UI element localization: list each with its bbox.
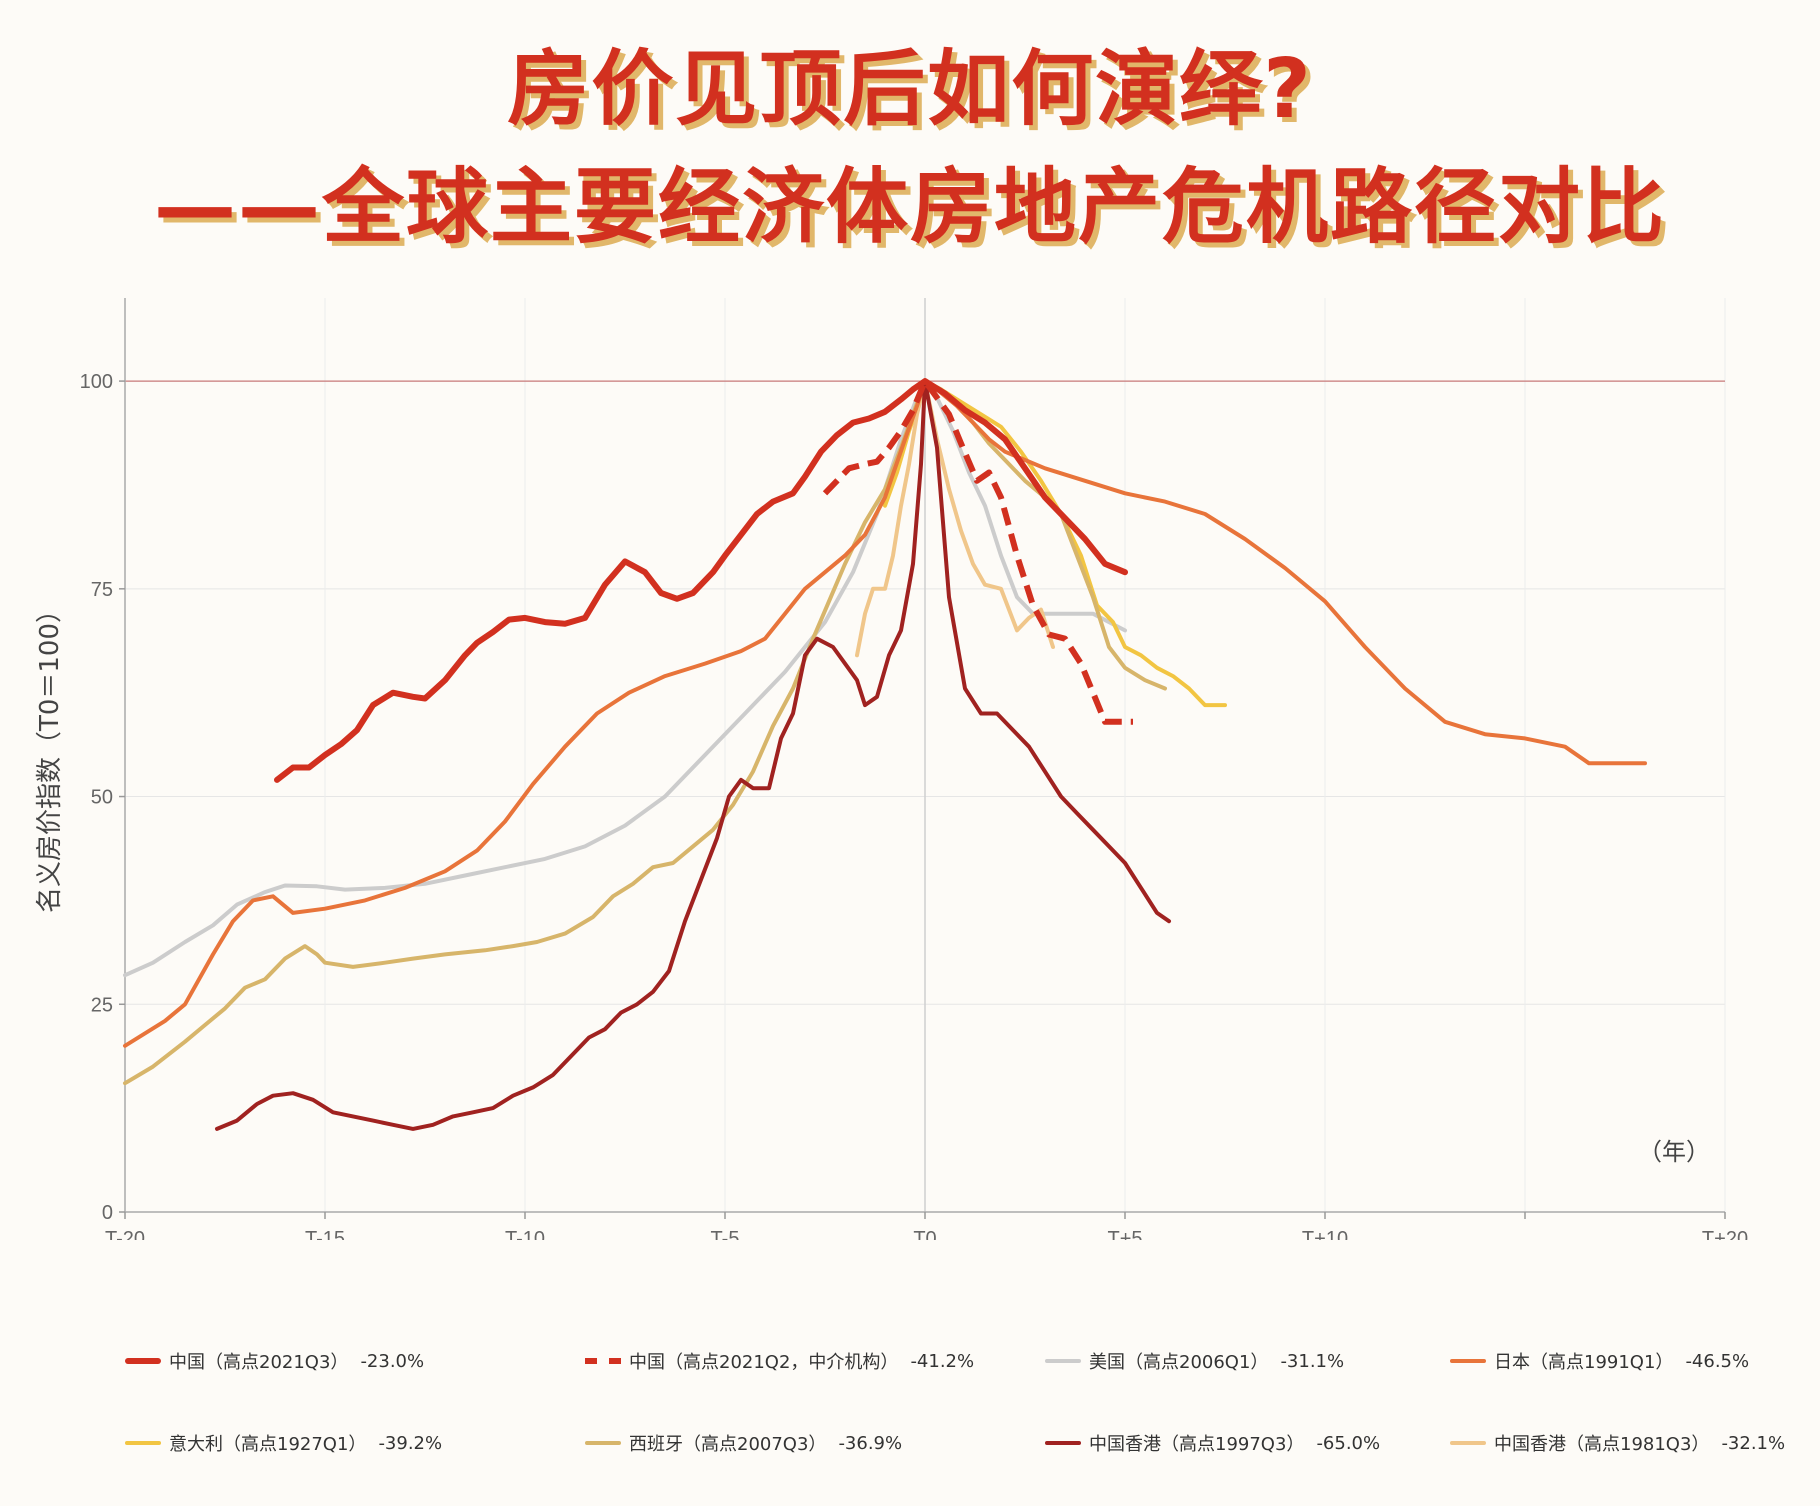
page-title: 房价见顶后如何演绎? [507,42,1313,137]
series-line-0 [274,378,1128,783]
legend-change: -65.0% [1316,1432,1381,1454]
y-tick-label: 25 [91,994,113,1016]
legend-item: 日本（高点1991Q1） -46.5% [1450,1348,1749,1374]
legend-item: 中国（高点2021Q3） -23.0% [125,1348,424,1374]
legend-label: 中国香港（高点1997Q3） [1089,1434,1305,1455]
legend-change: -39.2% [378,1432,443,1454]
y-tick-label: 0 [102,1202,113,1224]
page-subtitle: ——全球主要经济体房地产危机路径对比 [153,160,1666,255]
legend-swatch [585,1441,621,1445]
legend-change: -36.9% [838,1432,903,1454]
x-tick-label: T+5 [1107,1228,1142,1240]
x-tick-label: T-20 [105,1228,145,1240]
series-line-2 [123,379,1127,978]
legend-swatch [1045,1441,1081,1445]
y-tick-label: 75 [91,579,113,601]
legend-swatch [1045,1359,1081,1363]
x-tick-label: T-10 [505,1228,545,1240]
legend-change: -41.2% [910,1350,975,1372]
x-tick-label: T0 [913,1228,936,1240]
series-line-3 [123,379,1647,1048]
x-unit-note: （年） [1638,1138,1710,1166]
legend-label: 日本（高点1991Q1） [1494,1352,1674,1373]
legend-label: 美国（高点2006Q1） [1089,1352,1269,1373]
legend-change: -23.0% [360,1350,425,1372]
legend-item: 中国（高点2021Q2，中介机构） -41.2% [585,1348,974,1374]
legend-swatch [585,1358,621,1364]
x-tick-label: T-15 [305,1228,345,1240]
legend-swatch [125,1441,161,1445]
x-tick-label: T+20 [1702,1228,1748,1240]
legend-item: 中国香港（高点1997Q3） -65.0% [1045,1430,1380,1456]
legend-change: -32.1% [1721,1432,1786,1454]
y-tick-label: 100 [80,371,113,393]
series-line-6 [215,379,1171,1131]
legend-item: 意大利（高点1927Q1） -39.2% [125,1430,442,1456]
series-line-5 [123,379,1167,1086]
series-line-7 [855,379,1055,658]
y-axis-label: 名义房价指数（T0＝100） [35,597,65,913]
legend-label: 意大利（高点1927Q1） [169,1434,367,1455]
legend-swatch [1450,1359,1486,1363]
legend-label: 中国（高点2021Q2，中介机构） [629,1352,899,1373]
legend-change: -31.1% [1280,1350,1345,1372]
series-line-1 [822,378,1133,725]
legend-item: 西班牙（高点2007Q3） -36.9% [585,1430,902,1456]
legend-change: -46.5% [1685,1350,1750,1372]
chart-legend: 中国（高点2021Q3） -23.0% 中国（高点2021Q2，中介机构） -41.2… [0,1330,1820,1500]
y-tick-label: 50 [91,787,113,809]
line-chart: 0 25 50 75 100 T-20 T-15 T-10 T-5 T0 T+5 T+10 T+20 名义… [35,298,1748,1240]
legend-item: 美国（高点2006Q1） -31.1% [1045,1348,1344,1374]
legend-swatch [125,1358,161,1364]
legend-swatch [1450,1441,1486,1445]
legend-label: 中国（高点2021Q3） [169,1352,349,1373]
legend-label: 西班牙（高点2007Q3） [629,1434,827,1455]
x-tick-label: T+10 [1302,1228,1348,1240]
x-tick-label: T-5 [711,1228,740,1240]
legend-label: 中国香港（高点1981Q3） [1494,1434,1710,1455]
legend-item: 中国香港（高点1981Q3） -32.1% [1450,1430,1785,1456]
